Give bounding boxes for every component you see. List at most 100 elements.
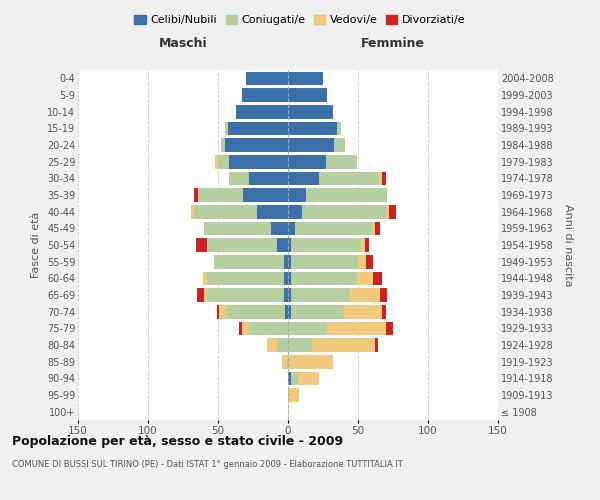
Bar bbox=[382, 305, 386, 318]
Bar bbox=[337, 122, 341, 135]
Bar bbox=[288, 322, 327, 335]
Bar bbox=[218, 155, 229, 168]
Legend: Celibi/Nubili, Coniugati/e, Vedovi/e, Divorziati/e: Celibi/Nubili, Coniugati/e, Vedovi/e, Di… bbox=[130, 10, 470, 30]
Text: Popolazione per età, sesso e stato civile - 2009: Popolazione per età, sesso e stato civil… bbox=[12, 435, 343, 448]
Bar bbox=[191, 205, 194, 218]
Bar bbox=[204, 222, 271, 235]
Bar bbox=[242, 322, 249, 335]
Bar bbox=[288, 72, 323, 85]
Bar bbox=[344, 305, 382, 318]
Bar bbox=[288, 338, 312, 352]
Bar bbox=[361, 238, 365, 252]
Bar bbox=[277, 338, 288, 352]
Bar bbox=[386, 322, 393, 335]
Bar bbox=[291, 305, 344, 318]
Bar bbox=[288, 372, 291, 385]
Bar bbox=[302, 205, 386, 218]
Bar bbox=[379, 172, 382, 185]
Bar bbox=[356, 272, 373, 285]
Bar bbox=[239, 322, 242, 335]
Bar bbox=[243, 188, 288, 202]
Bar bbox=[284, 288, 288, 302]
Bar bbox=[249, 172, 288, 185]
Y-axis label: Fasce di età: Fasce di età bbox=[31, 212, 41, 278]
Bar bbox=[203, 272, 207, 285]
Bar bbox=[358, 255, 367, 268]
Bar bbox=[285, 305, 288, 318]
Bar bbox=[291, 272, 356, 285]
Bar bbox=[372, 222, 375, 235]
Bar bbox=[288, 155, 326, 168]
Bar bbox=[288, 388, 299, 402]
Bar bbox=[288, 355, 333, 368]
Bar bbox=[291, 288, 350, 302]
Bar bbox=[327, 322, 386, 335]
Bar bbox=[284, 272, 288, 285]
Bar bbox=[298, 372, 319, 385]
Bar bbox=[373, 272, 382, 285]
Bar bbox=[204, 288, 207, 302]
Bar bbox=[287, 355, 288, 368]
Bar bbox=[375, 222, 380, 235]
Bar bbox=[288, 255, 291, 268]
Bar bbox=[225, 122, 228, 135]
Bar bbox=[306, 188, 388, 202]
Y-axis label: Anni di nascita: Anni di nascita bbox=[563, 204, 573, 286]
Bar bbox=[382, 172, 386, 185]
Bar bbox=[199, 188, 243, 202]
Bar bbox=[228, 122, 288, 135]
Bar bbox=[288, 305, 291, 318]
Bar bbox=[194, 188, 199, 202]
Bar bbox=[226, 305, 285, 318]
Bar bbox=[288, 272, 291, 285]
Bar bbox=[249, 322, 288, 335]
Bar bbox=[225, 138, 288, 152]
Bar bbox=[288, 172, 319, 185]
Bar bbox=[288, 288, 291, 302]
Text: Femmine: Femmine bbox=[361, 37, 425, 50]
Bar bbox=[284, 255, 288, 268]
Bar bbox=[326, 155, 356, 168]
Bar bbox=[215, 155, 218, 168]
Bar bbox=[197, 288, 204, 302]
Bar bbox=[367, 255, 373, 268]
Bar bbox=[386, 205, 389, 218]
Bar bbox=[380, 288, 388, 302]
Bar bbox=[207, 272, 284, 285]
Bar bbox=[288, 222, 295, 235]
Bar bbox=[214, 255, 284, 268]
Bar bbox=[196, 238, 207, 252]
Bar bbox=[291, 372, 298, 385]
Bar bbox=[257, 205, 288, 218]
Bar bbox=[288, 122, 337, 135]
Bar bbox=[271, 222, 288, 235]
Bar bbox=[319, 172, 379, 185]
Bar bbox=[288, 238, 291, 252]
Bar bbox=[194, 205, 257, 218]
Bar bbox=[246, 72, 288, 85]
Bar bbox=[389, 205, 396, 218]
Bar bbox=[288, 105, 333, 118]
Text: Maschi: Maschi bbox=[158, 37, 208, 50]
Bar bbox=[217, 305, 220, 318]
Bar bbox=[288, 88, 327, 102]
Bar bbox=[291, 255, 358, 268]
Bar bbox=[283, 355, 287, 368]
Bar bbox=[365, 238, 369, 252]
Bar bbox=[242, 88, 288, 102]
Bar bbox=[291, 238, 361, 252]
Bar bbox=[350, 288, 380, 302]
Bar bbox=[288, 188, 306, 202]
Bar bbox=[334, 138, 346, 152]
Bar bbox=[220, 305, 226, 318]
Bar bbox=[229, 155, 288, 168]
Bar bbox=[229, 172, 249, 185]
Bar bbox=[267, 338, 277, 352]
Bar bbox=[295, 222, 372, 235]
Bar bbox=[312, 338, 375, 352]
Bar bbox=[207, 238, 277, 252]
Bar bbox=[375, 338, 377, 352]
Bar bbox=[207, 288, 284, 302]
Bar bbox=[236, 105, 288, 118]
Bar bbox=[288, 138, 334, 152]
